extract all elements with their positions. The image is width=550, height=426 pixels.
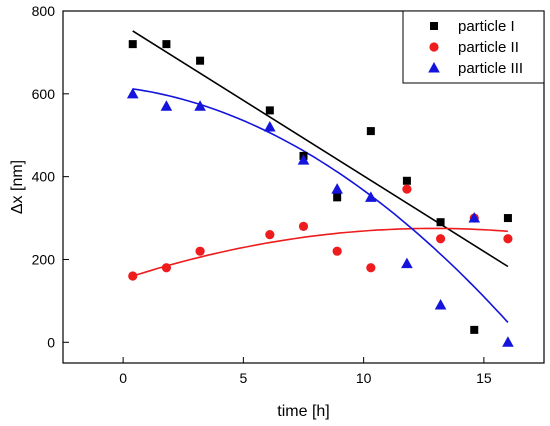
data-point — [333, 193, 342, 202]
x-tick-label: 10 — [356, 370, 372, 386]
data-point — [401, 257, 413, 269]
y-tick-label: 800 — [32, 3, 56, 19]
data-point — [435, 234, 446, 244]
plot-frame — [62, 10, 545, 364]
data-point — [162, 40, 171, 49]
fit-line — [132, 227, 508, 277]
data-point — [298, 221, 309, 231]
y-tick-label: 200 — [32, 251, 56, 267]
data-point — [503, 214, 512, 223]
data-point — [366, 263, 376, 273]
legend-marker — [430, 22, 438, 30]
data-point — [264, 120, 276, 132]
data-points — [126, 40, 514, 347]
data-point — [126, 87, 139, 99]
data-point — [195, 246, 205, 256]
y-tick-label: 600 — [32, 86, 56, 102]
axis-ticks: 0 5 10 15 0 200 400 600 800 — [32, 3, 492, 386]
x-axis-title: time [h] — [277, 403, 329, 420]
y-tick-label: 0 — [47, 334, 55, 350]
data-point — [436, 218, 445, 227]
data-point — [366, 127, 375, 136]
data-point — [194, 100, 206, 111]
data-point — [265, 106, 274, 115]
data-point — [297, 154, 310, 165]
data-point — [468, 212, 481, 223]
legend-label: particle I — [458, 18, 515, 35]
data-point — [196, 56, 205, 65]
legend-label: particle III — [458, 60, 523, 77]
data-point — [332, 246, 342, 256]
legend-label: particle II — [458, 39, 519, 56]
data-point — [128, 40, 137, 49]
fit-lines — [132, 30, 509, 323]
data-point — [503, 234, 513, 244]
data-point — [161, 263, 172, 273]
data-point — [402, 176, 411, 185]
legend-box — [402, 10, 545, 84]
data-point — [402, 184, 412, 194]
x-tick-label: 15 — [476, 370, 492, 386]
legend-marker — [429, 42, 439, 52]
data-point — [265, 230, 275, 240]
y-tick-label: 400 — [32, 169, 56, 185]
data-point — [160, 100, 173, 111]
y-axis-title: Δx [nm] — [9, 160, 26, 214]
data-point — [128, 271, 138, 281]
legend-marker — [428, 62, 440, 73]
legend: particle I particle II particle III — [402, 10, 545, 84]
data-point — [331, 183, 343, 194]
data-point — [365, 191, 377, 202]
data-point — [434, 299, 447, 310]
data-point — [470, 325, 479, 334]
x-tick-label: 5 — [239, 370, 247, 386]
fit-line — [132, 88, 509, 323]
data-point — [502, 336, 514, 347]
x-tick-label: 0 — [119, 370, 127, 386]
fit-line — [132, 30, 509, 268]
